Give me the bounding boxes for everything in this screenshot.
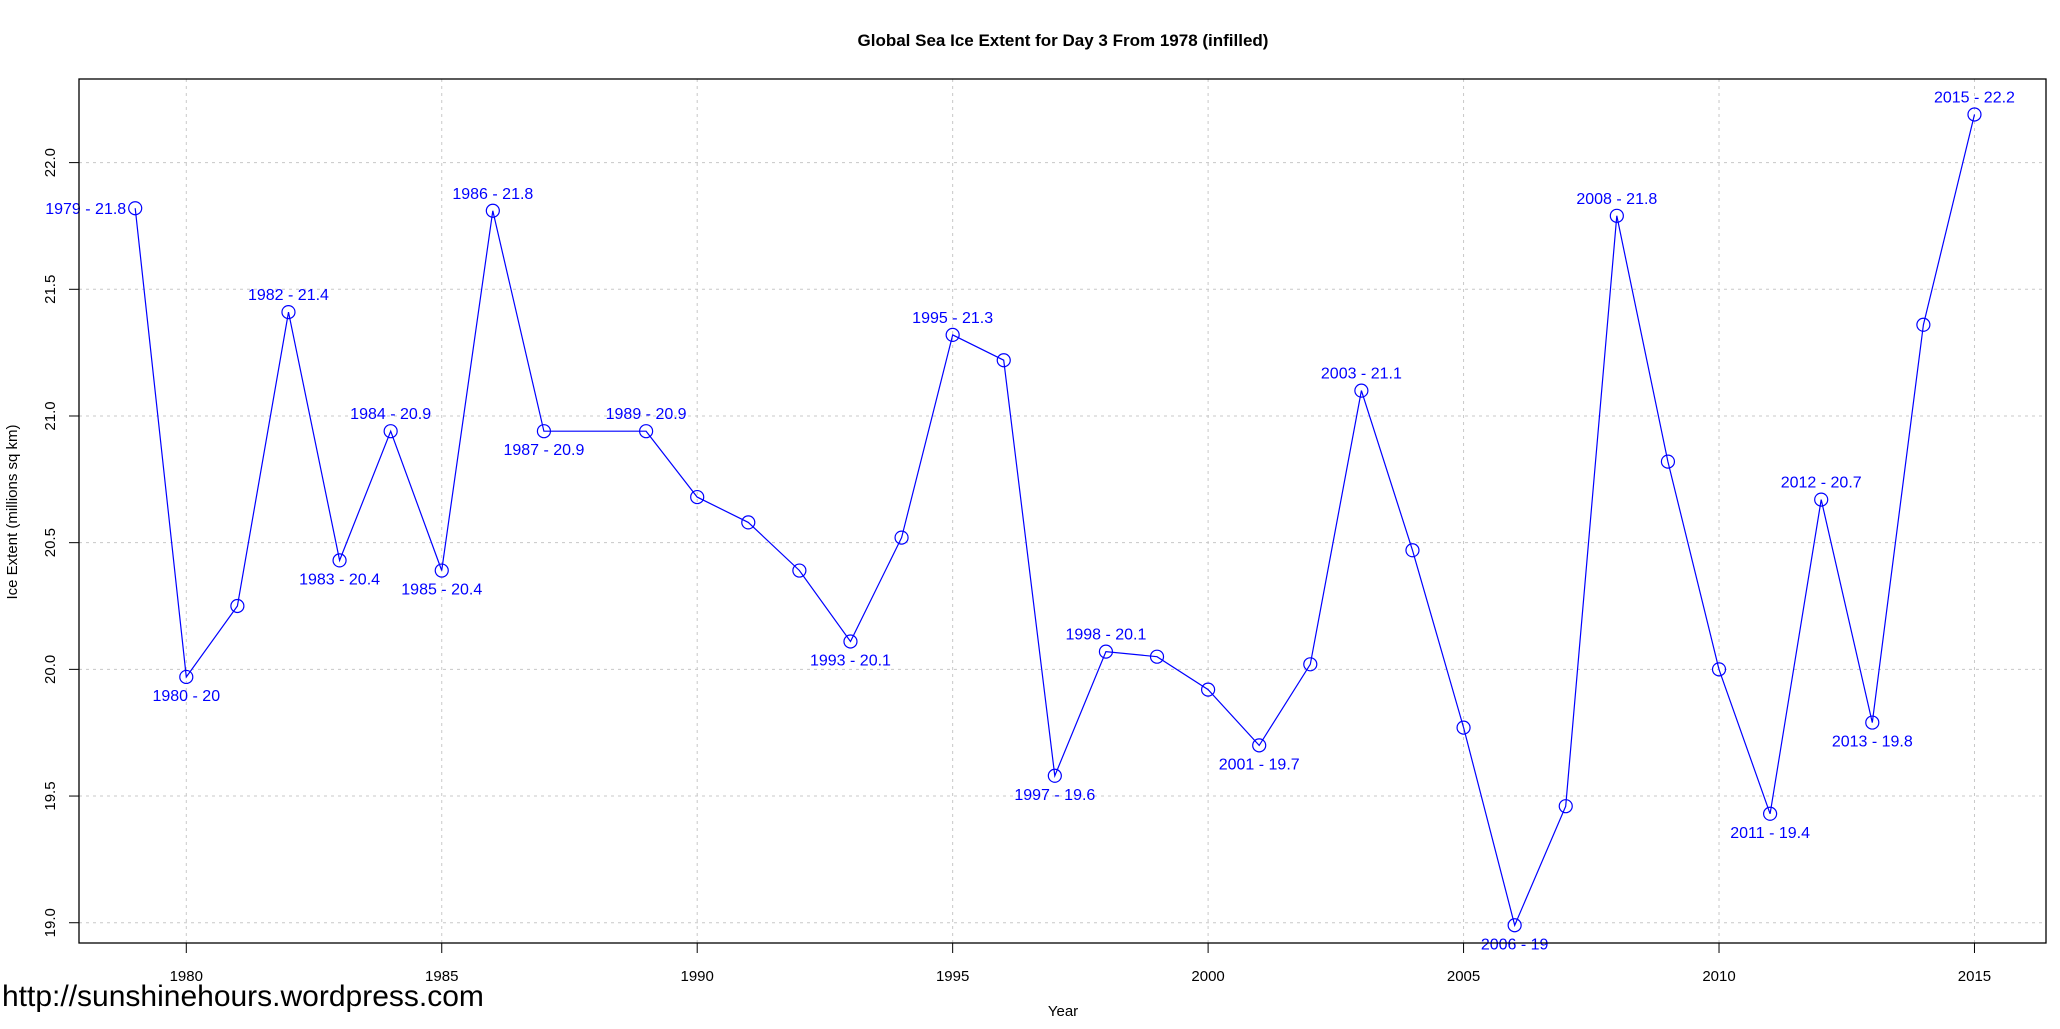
data-point bbox=[945, 327, 960, 343]
series-line bbox=[134, 114, 1976, 928]
data-point bbox=[1201, 682, 1216, 697]
y-tick-label: 21.5 bbox=[42, 275, 59, 304]
x-tick-label: 2010 bbox=[1702, 968, 1735, 985]
series bbox=[128, 107, 1982, 933]
data-point bbox=[1456, 720, 1471, 735]
data-label: 1979 - 21.8 bbox=[45, 201, 126, 218]
x-tick-label: 2015 bbox=[1958, 968, 1991, 985]
data-point bbox=[639, 424, 654, 439]
plot-frame bbox=[78, 78, 2047, 944]
data-point bbox=[1609, 208, 1624, 223]
data-point bbox=[1763, 806, 1778, 821]
data-label: 1995 - 21.3 bbox=[912, 310, 993, 327]
data-point bbox=[230, 598, 245, 614]
y-axis-label: Ice Extent (millions sq km) bbox=[4, 424, 21, 599]
data-labels: 1979 - 21.8 1980 - 20 1982 - 21.4 1983 - 20… bbox=[45, 89, 2015, 953]
x-tick-label: 1995 bbox=[936, 968, 969, 985]
data-point bbox=[536, 424, 552, 439]
data-label: 1998 - 20.1 bbox=[1065, 627, 1146, 644]
data-label: 2003 - 21.1 bbox=[1321, 366, 1402, 383]
grid bbox=[79, 79, 2046, 943]
data-point bbox=[1916, 317, 1931, 332]
x-axis-label: Year bbox=[1048, 1003, 1078, 1020]
data-label: 2015 - 22.2 bbox=[1934, 89, 2015, 106]
data-point bbox=[1405, 543, 1420, 558]
y-tick-label: 19.5 bbox=[42, 781, 59, 810]
axes: 1980 1985 1990 1995 2000 2005 2010 2015 19.0 19.5… bbox=[42, 148, 1991, 985]
data-point bbox=[1252, 738, 1267, 753]
data-label: 2011 - 19.4 bbox=[1730, 825, 1810, 842]
data-point bbox=[1865, 715, 1880, 730]
y-tick-label: 19.0 bbox=[42, 908, 59, 937]
data-label: 1982 - 21.4 bbox=[248, 287, 329, 304]
data-point bbox=[1967, 107, 1982, 122]
data-point bbox=[1814, 492, 1829, 507]
data-point bbox=[1507, 918, 1522, 933]
x-tick-label: 1990 bbox=[681, 968, 714, 985]
data-label: 1993 - 20.1 bbox=[810, 652, 891, 669]
data-point bbox=[741, 515, 756, 530]
watermark-text: http://sunshinehours.wordpress.com bbox=[2, 980, 484, 1013]
data-point bbox=[1711, 662, 1727, 677]
y-tick-label: 21.0 bbox=[42, 401, 59, 430]
y-tick-label: 22.0 bbox=[42, 148, 59, 177]
data-point bbox=[843, 634, 858, 649]
data-point bbox=[1558, 799, 1573, 814]
chart-title: Global Sea Ice Extent for Day 3 From 197… bbox=[858, 31, 1269, 50]
y-tick-label: 20.0 bbox=[42, 655, 59, 684]
data-label: 1987 - 20.9 bbox=[503, 442, 584, 459]
data-point bbox=[1660, 454, 1676, 469]
data-point bbox=[434, 563, 449, 578]
data-point bbox=[179, 669, 194, 685]
x-tick-label: 2000 bbox=[1191, 968, 1224, 985]
data-label: 1984 - 20.9 bbox=[350, 406, 431, 423]
data-point bbox=[690, 489, 705, 505]
data-point bbox=[894, 530, 909, 545]
data-point bbox=[485, 203, 500, 218]
data-label: 2008 - 21.8 bbox=[1576, 191, 1657, 208]
data-label: 1989 - 20.9 bbox=[606, 406, 687, 423]
data-label: 2013 - 19.8 bbox=[1832, 734, 1913, 751]
data-label: 2001 - 19.7 bbox=[1219, 756, 1300, 773]
data-point bbox=[1047, 768, 1062, 783]
data-label: 1980 - 20 bbox=[152, 688, 220, 705]
data-point bbox=[1354, 383, 1369, 398]
data-point bbox=[1303, 657, 1318, 672]
data-label: 2006 - 19 bbox=[1481, 936, 1549, 953]
data-label: 1986 - 21.8 bbox=[452, 186, 533, 203]
y-tick-label: 20.5 bbox=[42, 528, 59, 557]
data-point bbox=[792, 563, 807, 578]
data-point bbox=[1098, 644, 1114, 659]
x-tick-label: 1985 bbox=[425, 968, 458, 985]
data-point bbox=[128, 201, 143, 216]
data-label: 2012 - 20.7 bbox=[1781, 475, 1862, 492]
data-point bbox=[281, 305, 296, 320]
x-tick-label: 1980 bbox=[170, 968, 203, 985]
data-label: 1985 - 20.4 bbox=[401, 582, 482, 599]
data-label: 1997 - 19.6 bbox=[1014, 787, 1095, 804]
data-point bbox=[332, 553, 347, 568]
x-tick-label: 2005 bbox=[1447, 968, 1480, 985]
data-point bbox=[383, 424, 398, 439]
data-point bbox=[1149, 649, 1165, 664]
data-point bbox=[996, 353, 1011, 368]
data-label: 1983 - 20.4 bbox=[299, 571, 380, 588]
